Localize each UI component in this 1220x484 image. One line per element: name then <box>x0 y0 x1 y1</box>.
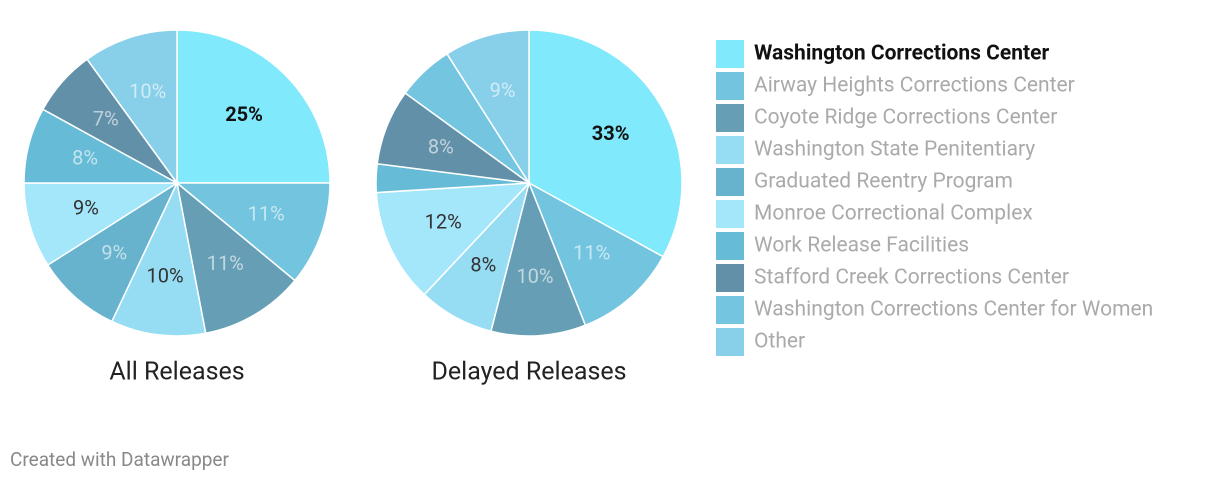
legend-swatch <box>716 136 744 164</box>
chart-title: Delayed Releases <box>431 358 626 387</box>
pie-slice <box>110 180 207 337</box>
legend-swatch <box>716 40 744 68</box>
legend-swatch <box>716 264 744 292</box>
slice-label: 9% <box>101 240 127 264</box>
slice-label: 11% <box>248 201 285 225</box>
pie-slice <box>176 29 331 184</box>
legend-label: Work Release Facilities <box>754 234 969 258</box>
legend-label: Washington State Penitentiary <box>754 138 1035 162</box>
slice-label: 33% <box>592 121 630 145</box>
slice-label: 11% <box>207 251 244 275</box>
pie-slice <box>375 182 531 296</box>
legend-label: Washington Corrections Center for Women <box>754 298 1153 322</box>
legend-label: Other <box>754 330 805 354</box>
slice-label: 8% <box>470 252 496 276</box>
slice-label: 10% <box>129 79 166 103</box>
pie-slice <box>46 180 179 323</box>
legend-swatch <box>716 72 744 100</box>
slice-label: 11% <box>573 240 610 264</box>
pie-slice <box>23 182 180 267</box>
pie-slice <box>175 181 296 335</box>
legend-swatch <box>716 232 744 260</box>
pie-slice <box>174 182 331 282</box>
slice-label: 7% <box>93 107 119 131</box>
pie-slice <box>445 29 530 186</box>
pie-slice <box>528 29 683 258</box>
legend-swatch <box>716 328 744 356</box>
slice-label: 8% <box>428 134 454 158</box>
slice-label: 10% <box>516 264 553 288</box>
legend-swatch <box>716 168 744 196</box>
legend-swatch <box>716 200 744 228</box>
slice-label: 9% <box>73 196 99 220</box>
slice-label: 9% <box>490 78 516 102</box>
legend-label: Coyote Ridge Corrections Center <box>754 106 1057 130</box>
legend-label: Washington Corrections Center <box>754 42 1049 66</box>
legend-label: Monroe Correctional Complex <box>754 202 1033 226</box>
legend-label: Graduated Reentry Program <box>754 170 1013 194</box>
slice-label: 25% <box>225 102 263 126</box>
legend-swatch <box>716 104 744 132</box>
legend-label: Airway Heights Corrections Center <box>754 74 1075 98</box>
legend-swatch <box>716 296 744 324</box>
pie-slice <box>527 181 665 327</box>
slice-label: 8% <box>72 146 98 170</box>
footer: Created with Datawrapper <box>10 448 229 471</box>
chart-title: All Releases <box>109 358 244 387</box>
pie-slice <box>490 180 587 337</box>
slice-label: 10% <box>147 263 184 287</box>
pie-slice <box>86 29 178 186</box>
legend-label: Stafford Creek Corrections Center <box>754 266 1069 290</box>
slice-label: 12% <box>425 210 462 234</box>
